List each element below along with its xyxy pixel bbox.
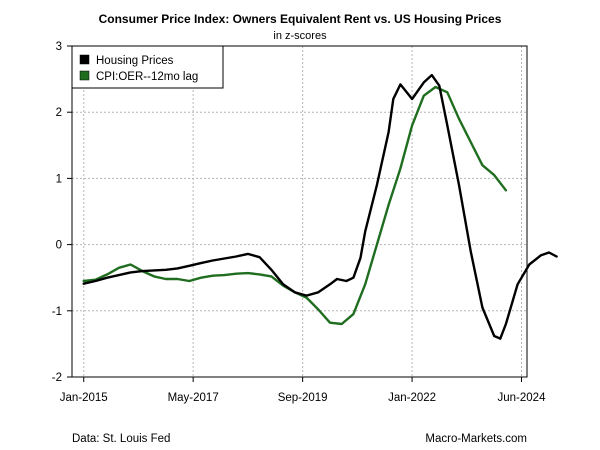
legend-label-housing: Housing Prices	[96, 55, 174, 67]
chart-title: Consumer Price Index: Owners Equivalent …	[99, 12, 502, 26]
legend-swatch-cpi	[79, 70, 90, 81]
y-tick-label: -2	[52, 372, 62, 384]
x-tick-label: Jun-2024	[498, 392, 547, 404]
x-tick-label: Sep-2019	[278, 392, 328, 404]
legend: Housing Prices CPI:OER--12mo lag	[71, 45, 224, 89]
x-tick-label: Jan-2022	[388, 392, 436, 404]
footer-brand: Macro-Markets.com	[425, 433, 527, 445]
y-tick-label: 3	[56, 41, 62, 53]
series-line-housing-prices	[82, 73, 558, 340]
series-line-cpi-oer	[82, 85, 508, 326]
legend-box	[71, 45, 224, 89]
chart-subtitle: in z-scores	[273, 30, 327, 42]
y-tick-label: -1	[52, 306, 62, 318]
axes: -2 -1 0 1 2 3 Jan-2015 May-2017 Sep-2019 Jan-2022…	[52, 41, 546, 404]
plot-series	[82, 73, 558, 340]
grid	[72, 45, 527, 378]
y-tick-label: 2	[56, 107, 62, 119]
x-tick-label: May-2017	[168, 392, 219, 404]
legend-swatch-housing	[79, 54, 90, 65]
x-tick-label: Jan-2015	[60, 392, 108, 404]
footer-source: Data: St. Louis Fed	[72, 433, 170, 445]
y-tick-label: 0	[56, 240, 62, 252]
y-tick-label: 1	[56, 173, 62, 185]
plot-frame	[71, 45, 528, 378]
legend-label-cpi: CPI:OER--12mo lag	[96, 71, 198, 83]
